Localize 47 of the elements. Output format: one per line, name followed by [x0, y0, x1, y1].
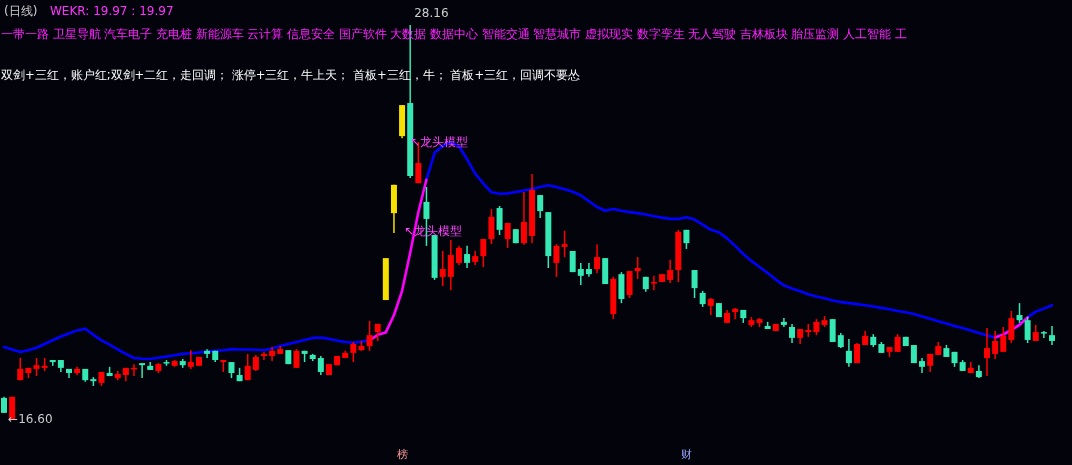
- candlestick: [447, 239, 454, 291]
- candlestick: [984, 327, 991, 377]
- candlestick: [992, 330, 999, 360]
- candlestick: [317, 355, 324, 376]
- chart-title: (日线): [4, 4, 38, 18]
- candlestick: [488, 208, 495, 245]
- chart-subtitle: WEKR: 19.97 : 19.97: [50, 4, 174, 18]
- candlestick: [455, 245, 462, 266]
- candlestick: [244, 353, 251, 381]
- candlestick: [464, 245, 471, 269]
- candlestick: [33, 357, 40, 377]
- candlestick: [204, 348, 211, 359]
- text: 28.16: [414, 6, 449, 20]
- candlestick: [780, 317, 787, 328]
- candlestick: [691, 269, 698, 299]
- candlestick: [496, 205, 503, 236]
- candlestick: [577, 262, 584, 286]
- text: 财: [680, 448, 692, 461]
- candlestick: [366, 320, 373, 352]
- candlestick: [667, 259, 674, 284]
- candlestick: [537, 194, 544, 219]
- candlestick: [260, 351, 267, 361]
- candlestick: [504, 222, 511, 249]
- candlestick: [732, 307, 739, 320]
- candlestick: [1040, 330, 1047, 339]
- annotation: ←16.60: [8, 412, 53, 426]
- candlestick: [789, 323, 796, 344]
- candlestick: [139, 362, 146, 379]
- candlestick: [626, 270, 633, 299]
- candlestick: [1024, 316, 1031, 344]
- candlestick: [439, 250, 446, 287]
- candlestick: [553, 243, 560, 278]
- candlestick: [187, 349, 194, 370]
- text: 榜: [396, 448, 408, 461]
- candlestick: [1000, 326, 1007, 353]
- candlestick: [594, 243, 601, 274]
- candlestick: [845, 338, 852, 368]
- candlestick: [1049, 325, 1055, 346]
- candlestick: [1016, 302, 1023, 324]
- candlestick: [293, 348, 300, 369]
- candlestick: [480, 238, 487, 268]
- candlestick: [634, 256, 641, 280]
- candlestick: [350, 341, 357, 363]
- candlestick: [561, 230, 568, 258]
- candlestick: [829, 318, 836, 343]
- candlestick: [1008, 310, 1015, 344]
- candlestick: [520, 191, 527, 246]
